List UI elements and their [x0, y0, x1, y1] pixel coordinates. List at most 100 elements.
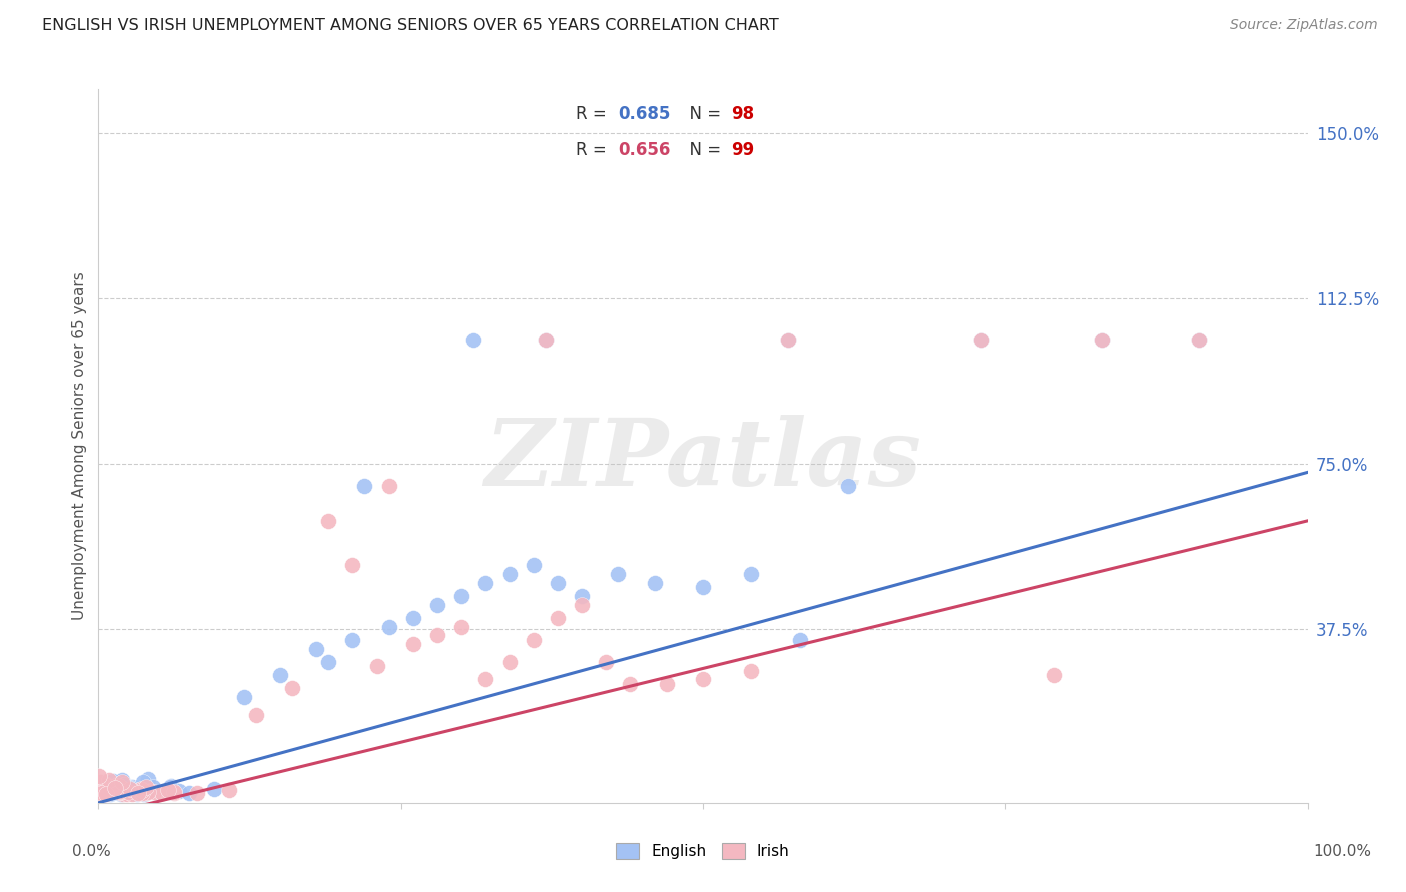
Point [103, 782, 125, 797]
Point [776, 333, 799, 347]
Point [970, 333, 993, 347]
Point [202, 781, 225, 796]
Point [127, 786, 149, 800]
Point [103, 780, 125, 794]
Point [523, 632, 546, 647]
Point [93, 777, 115, 791]
Point [97, 786, 120, 800]
Point [402, 637, 425, 651]
Point [547, 575, 569, 590]
Point [595, 655, 617, 669]
Point [245, 707, 267, 722]
Point [98, 772, 121, 787]
Point [101, 774, 124, 789]
Point [120, 781, 142, 796]
Point [571, 598, 593, 612]
Point [129, 784, 152, 798]
Point [94, 787, 117, 801]
Point [142, 780, 165, 794]
Point [87, 787, 110, 801]
Point [281, 681, 304, 696]
Point [107, 777, 129, 791]
Point [232, 690, 254, 704]
Point [96, 785, 118, 799]
Text: ZIPatlas: ZIPatlas [485, 416, 921, 505]
Point [377, 478, 399, 492]
Point [101, 782, 124, 797]
Point [1042, 668, 1064, 682]
Point [93, 785, 115, 799]
Point [970, 333, 993, 347]
Point [607, 566, 630, 581]
Point [450, 619, 472, 633]
Point [91, 786, 114, 800]
Point [121, 787, 143, 801]
Point [127, 783, 149, 797]
Point [131, 774, 153, 789]
Point [463, 333, 485, 347]
Point [115, 784, 138, 798]
Point [105, 784, 128, 798]
Point [377, 619, 399, 633]
Point [353, 478, 375, 492]
Point [110, 785, 132, 799]
Point [108, 779, 131, 793]
Point [111, 774, 134, 789]
Point [89, 779, 111, 793]
Point [91, 786, 114, 800]
Point [474, 575, 496, 590]
Point [269, 668, 291, 682]
Point [498, 566, 520, 581]
Point [104, 781, 127, 796]
Y-axis label: Unemployment Among Seniors over 65 years: Unemployment Among Seniors over 65 years [72, 272, 87, 620]
Point [163, 786, 186, 800]
Point [1091, 333, 1114, 347]
Point [159, 780, 181, 794]
Point [118, 780, 141, 795]
Point [108, 781, 131, 796]
Point [90, 787, 112, 801]
Point [104, 779, 127, 793]
Point [128, 786, 150, 800]
Point [571, 589, 593, 603]
Point [87, 786, 110, 800]
Point [134, 787, 156, 801]
Text: N =: N = [679, 105, 725, 123]
Point [98, 781, 121, 796]
Point [93, 785, 115, 799]
Text: N =: N = [679, 141, 725, 159]
Point [105, 785, 128, 799]
Point [218, 783, 240, 797]
Point [110, 784, 132, 798]
Point [89, 780, 111, 795]
Point [103, 785, 125, 799]
Point [89, 781, 111, 796]
Point [619, 677, 641, 691]
Point [94, 783, 117, 797]
Point [96, 782, 118, 797]
Point [108, 784, 131, 798]
Point [105, 782, 128, 797]
Point [740, 566, 762, 581]
Point [97, 784, 120, 798]
Point [91, 787, 114, 801]
Point [125, 787, 148, 801]
Text: 0.0%: 0.0% [72, 845, 111, 859]
Point [90, 787, 112, 801]
Point [100, 780, 122, 794]
Point [91, 777, 114, 791]
Point [104, 784, 127, 798]
Point [169, 784, 191, 798]
Text: 100.0%: 100.0% [1313, 845, 1372, 859]
Point [112, 787, 135, 801]
Point [97, 785, 120, 799]
Point [136, 785, 159, 799]
Point [740, 664, 762, 678]
Point [692, 580, 714, 594]
Point [837, 478, 859, 492]
Point [162, 785, 184, 799]
Point [104, 781, 127, 796]
Legend: English, Irish: English, Irish [609, 835, 797, 866]
Point [94, 786, 117, 800]
Point [117, 784, 139, 798]
